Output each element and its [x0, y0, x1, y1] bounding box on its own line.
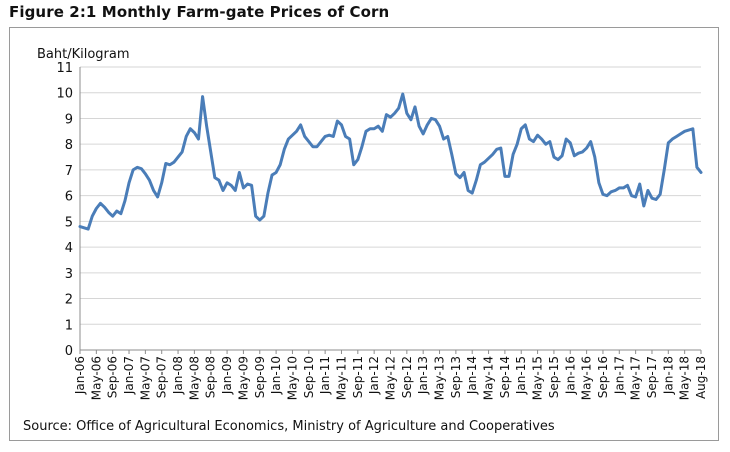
x-tick-label: Jan-15 [514, 356, 528, 395]
y-tick-label: 3 [65, 267, 73, 282]
y-tick-label: 1 [65, 318, 73, 333]
x-tick-label: Sep-15 [547, 356, 561, 398]
x-tick-label: Jan-17 [612, 356, 626, 395]
x-tick-label: May-15 [531, 356, 545, 400]
x-tick-label: Jan-16 [563, 356, 577, 395]
x-tick-label: Jan-07 [122, 356, 136, 395]
x-tick-label: Sep-14 [498, 356, 512, 398]
y-axis: 0 1 2 3 4 5 6 7 8 9 10 11 [56, 61, 81, 359]
x-tick-label: May-17 [629, 356, 643, 400]
figure-title: Figure 2:1 Monthly Farm-gate Prices of C… [9, 3, 390, 21]
x-tick-label: May-14 [482, 356, 496, 400]
x-tick-label: May-12 [384, 356, 398, 400]
x-tick-label: Jan-14 [465, 356, 479, 395]
x-tick-label: Jan-13 [416, 356, 430, 395]
x-tick-label: Jan-09 [220, 356, 234, 395]
y-tick-label: 5 [65, 215, 73, 230]
y-tick-label: 7 [65, 164, 73, 179]
y-tick-label: 4 [65, 241, 73, 256]
x-tick-label: May-08 [187, 356, 201, 400]
x-tick-label: Jan-08 [171, 356, 185, 395]
y-tick-label: 10 [56, 87, 73, 102]
x-tick-label: Sep-11 [351, 356, 365, 398]
x-tick-label: May-11 [334, 356, 348, 400]
x-tick-label: Sep-06 [106, 356, 120, 398]
chart-frame [9, 27, 719, 441]
y-tick-label: 6 [65, 190, 73, 205]
y-tick-label: 11 [56, 61, 73, 76]
x-tick-label: Sep-12 [400, 356, 414, 398]
x-tick-label: Sep-17 [645, 356, 659, 398]
x-tick-label: May-16 [580, 356, 594, 400]
series-line-corn-price [78, 92, 703, 231]
x-tick-label: Sep-07 [155, 356, 169, 398]
x-tick-label: Sep-08 [204, 356, 218, 398]
x-tick-label: May-10 [285, 356, 299, 400]
x-tick-label: Jan-11 [318, 356, 332, 395]
y-axis-label: Baht/Kilogram [37, 47, 130, 62]
y-tick-label: 0 [65, 344, 73, 359]
x-tick-label: May-06 [89, 356, 103, 400]
x-tick-label: Jan-10 [269, 356, 283, 395]
x-tick-label: Sep-09 [253, 356, 267, 398]
x-tick-label: Sep-16 [596, 356, 610, 398]
y-tick-label: 8 [65, 138, 73, 153]
x-tick-label: May-09 [236, 356, 250, 400]
x-tick-label: Jan-06 [73, 356, 87, 395]
x-tick-label: Sep-10 [302, 356, 316, 398]
x-tick-label: Sep-13 [449, 356, 463, 398]
x-tick-label: May-13 [433, 356, 447, 400]
x-tick-label: Jan-12 [367, 356, 381, 395]
source-note: Source: Office of Agricultural Economics… [23, 419, 555, 434]
x-tick-label: May-18 [678, 356, 692, 400]
x-tick-label: Jan-18 [661, 356, 675, 395]
x-tick-label: May-07 [138, 356, 152, 400]
y-tick-label: 9 [65, 112, 73, 127]
x-axis: Jan-06 May-06 Sep-06 Jan-07 May-07 Sep-07 Jan-… [73, 349, 708, 400]
x-tick-label: Aug-18 [694, 356, 708, 399]
y-tick-label: 2 [65, 293, 73, 308]
